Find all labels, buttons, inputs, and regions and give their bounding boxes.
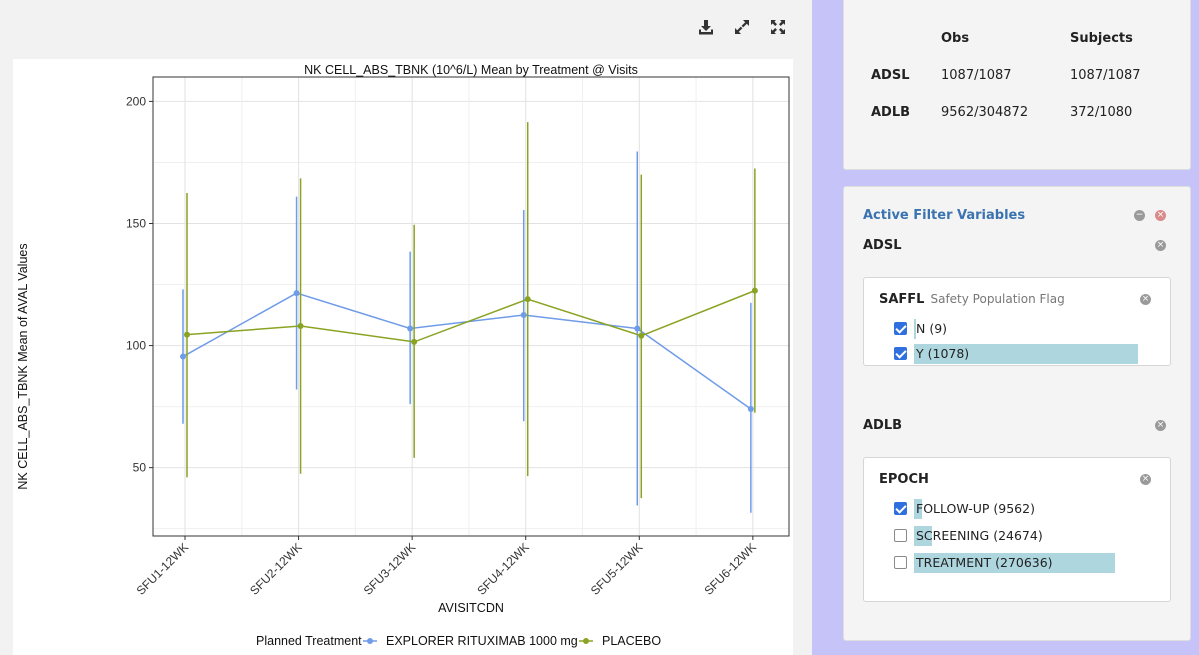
data-point	[638, 332, 645, 339]
option-label: FOLLOW-UP (9562)	[916, 501, 1035, 516]
legend: Planned Treatment EXPLORER RITUXIMAB 100…	[256, 634, 661, 648]
remove-epoch-filter-icon[interactable]: ×	[1140, 474, 1151, 485]
filter-card-header: SAFFL Safety Population Flag	[879, 292, 1065, 307]
active-filters-title: Active Filter Variables	[863, 208, 1026, 223]
x-tick-label: SFU6-12WK	[701, 540, 759, 598]
data-point	[751, 287, 758, 294]
main-panel: NK CELL_ABS_TBNK (10^6/L) Mean by Treatm…	[13, 16, 793, 655]
data-point	[747, 406, 754, 413]
series-line	[182, 292, 752, 410]
share-bar	[914, 526, 932, 546]
share-bar	[914, 344, 1138, 364]
row-label-adlb: ADLB	[871, 105, 911, 120]
download-icon[interactable]	[696, 16, 716, 38]
y-tick-label: 150	[126, 216, 146, 230]
legend-key-point	[583, 638, 589, 644]
checkbox[interactable]	[894, 347, 907, 360]
active-filters-panel: Active Filter Variables − × ADSL × SAFFL…	[843, 186, 1191, 641]
x-tick-label: SFU4-12WK	[474, 540, 532, 598]
plot-frame	[152, 76, 790, 537]
dataset-label-adlb: ADLB	[863, 418, 903, 433]
data-point	[180, 353, 186, 360]
remove-saffl-filter-icon[interactable]: ×	[1140, 294, 1151, 305]
chart-title: NK CELL_ABS_TBNK (10^6/L) Mean by Treatm…	[304, 63, 638, 77]
counts-table: Obs Subjects ADSL 1087/1087 1087/1087 AD…	[871, 31, 1171, 141]
x-tick-label: SFU2-12WK	[247, 540, 305, 598]
remove-adlb-filters-icon[interactable]: ×	[1155, 420, 1166, 431]
legend-label: PLACEBO	[602, 634, 661, 648]
expand-icon[interactable]	[732, 16, 752, 38]
filter-variable-label: Safety Population Flag	[930, 292, 1065, 306]
column-header-subjects: Subjects	[1070, 31, 1133, 46]
x-tick-label: SFU1-12WK	[134, 540, 192, 598]
checkbox[interactable]	[894, 529, 907, 542]
y-tick-label: 50	[133, 461, 147, 475]
x-tick-label: SFU5-12WK	[588, 540, 646, 598]
share-bar	[914, 319, 916, 339]
option-label: Y (1078)	[916, 346, 970, 361]
fullscreen-icon[interactable]	[768, 16, 788, 38]
legend-label: EXPLORER RITUXIMAB 1000 mg	[386, 634, 578, 648]
option-label: SCREENING (24674)	[916, 528, 1043, 543]
legend-title: Planned Treatment	[256, 634, 362, 648]
series-line	[186, 289, 756, 343]
x-axis-label: AVISITCDN	[438, 601, 504, 615]
minus-circle-icon[interactable]: −	[1134, 210, 1145, 221]
adsl-obs: 1087/1087	[941, 68, 1012, 83]
y-axis-label: NK CELL_ABS_TBNK Mean of AVAL Values	[16, 243, 30, 489]
data-point	[184, 331, 190, 338]
option-label: TREATMENT (270636)	[916, 555, 1053, 570]
data-point	[634, 325, 641, 332]
data-point	[293, 290, 300, 297]
chart: NK CELL_ABS_TBNK (10^6/L) Mean by Treatm…	[16, 63, 790, 648]
counts-panel: Obs Subjects ADSL 1087/1087 1087/1087 AD…	[843, 0, 1191, 170]
data-point	[411, 338, 418, 345]
option-label: N (9)	[916, 321, 948, 336]
checkbox[interactable]	[894, 556, 907, 569]
remove-adsl-filters-icon[interactable]: ×	[1155, 240, 1166, 251]
y-tick-label: 200	[126, 94, 146, 108]
filter-card-saffl: SAFFL Safety Population Flag × N (9) Y (1…	[863, 277, 1171, 366]
share-bar	[914, 499, 922, 519]
filter-variable-name: EPOCH	[879, 472, 929, 487]
data-point	[297, 323, 304, 330]
filter-card-epoch: EPOCH × FOLLOW-UP (9562) SCREENING (2467…	[863, 457, 1171, 602]
checkbox[interactable]	[894, 322, 907, 335]
filter-variable-name: SAFFL	[879, 292, 925, 307]
data-point	[520, 312, 527, 319]
plot-toolbar	[696, 16, 788, 38]
legend-key-point	[367, 638, 373, 644]
filter-card-header: EPOCH	[879, 472, 929, 487]
x-tick-label: SFU3-12WK	[361, 540, 419, 598]
row-label-adsl: ADSL	[871, 68, 910, 83]
data-point	[407, 325, 414, 332]
plot-card: NK CELL_ABS_TBNK (10^6/L) Mean by Treatm…	[13, 59, 793, 655]
adlb-obs: 9562/304872	[941, 105, 1029, 120]
dataset-label-adsl: ADSL	[863, 238, 902, 253]
close-circle-icon[interactable]: ×	[1155, 210, 1166, 221]
y-tick-label: 100	[126, 339, 146, 353]
series-2	[184, 122, 758, 499]
series-1	[180, 151, 754, 513]
adlb-subjects: 372/1080	[1070, 105, 1133, 120]
data-point	[524, 296, 531, 303]
checkbox[interactable]	[894, 502, 907, 515]
share-bar	[914, 553, 1115, 573]
column-header-obs: Obs	[941, 31, 970, 46]
adsl-subjects: 1087/1087	[1070, 68, 1141, 83]
